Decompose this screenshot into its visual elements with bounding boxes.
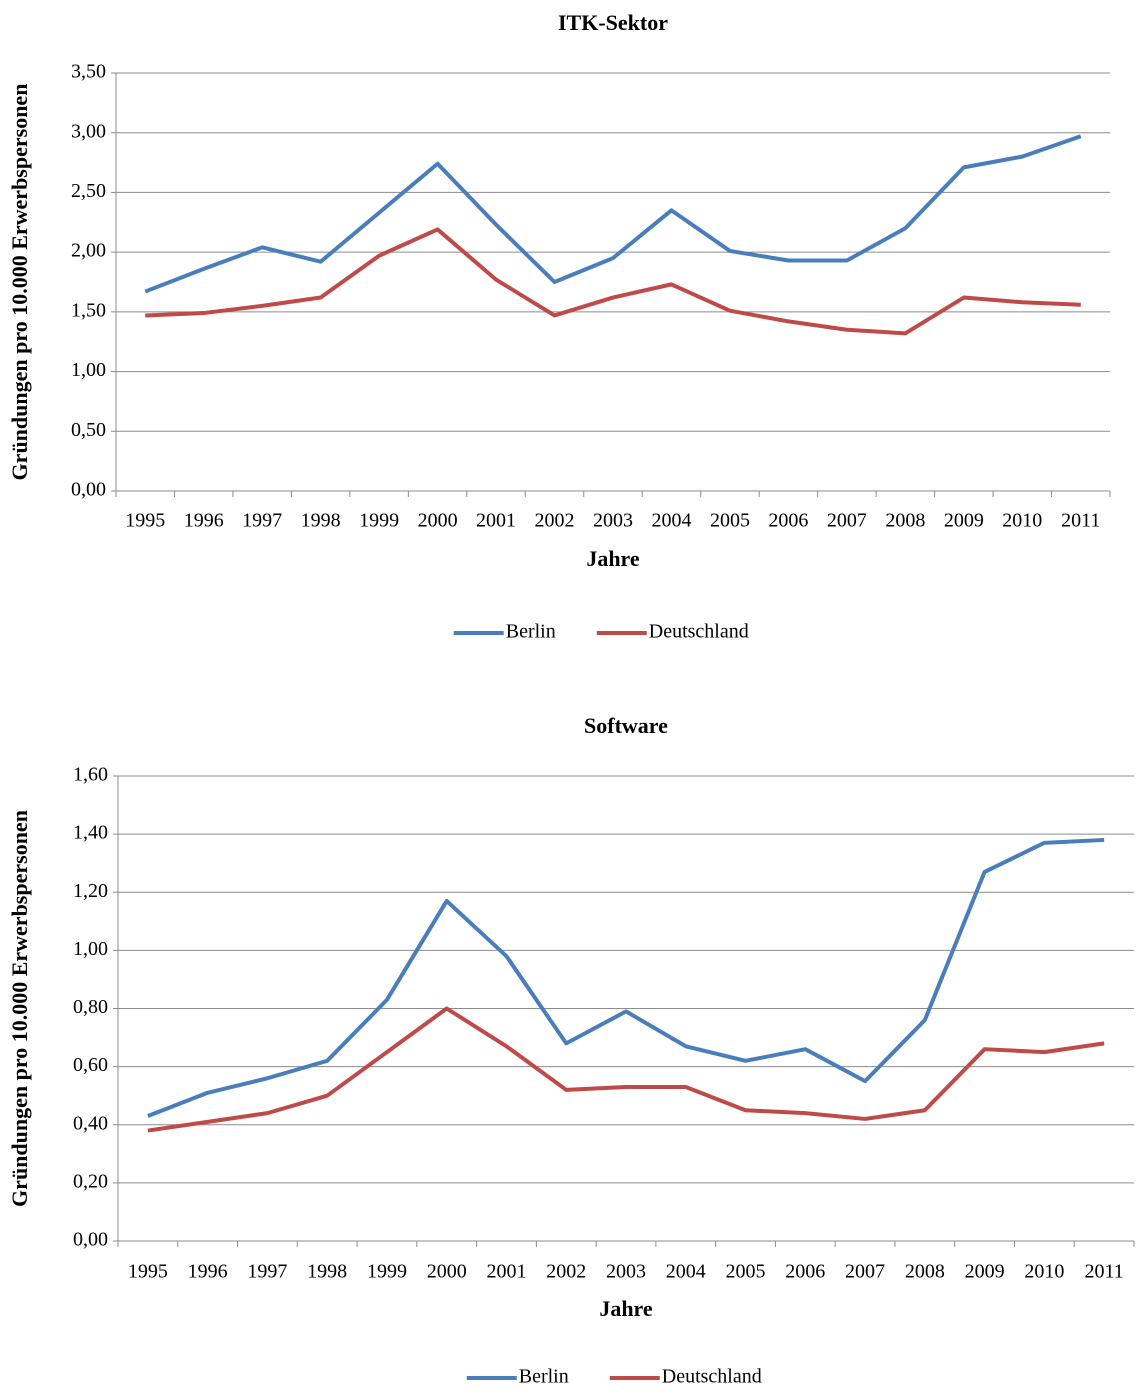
y-tick-label: 0,20 xyxy=(73,1170,108,1192)
legend-label: Deutschland xyxy=(662,1366,762,1388)
y-tick-label: 3,00 xyxy=(71,120,106,142)
y-tick-label: 1,20 xyxy=(73,880,108,902)
x-tick-label: 1999 xyxy=(359,510,399,532)
legend-label: Berlin xyxy=(506,621,556,643)
x-tick-label: 2010 xyxy=(1002,510,1042,532)
y-tick-label: 0,80 xyxy=(73,996,108,1018)
x-tick-label: 2005 xyxy=(710,510,750,532)
x-tick-label: 2000 xyxy=(427,1261,467,1283)
x-tick-label: 1996 xyxy=(184,510,224,532)
x-tick-label: 2009 xyxy=(965,1261,1005,1283)
line-series xyxy=(147,1006,1105,1133)
y-tick-label: 3,50 xyxy=(71,61,106,83)
x-tick-label: 2006 xyxy=(768,510,808,532)
x-tick-label: 2005 xyxy=(726,1261,766,1283)
legend-label: Deutschland xyxy=(649,621,749,643)
x-tick-label: 2008 xyxy=(905,1261,945,1283)
y-tick-label: 2,50 xyxy=(71,180,106,202)
y-tick-label: 0,00 xyxy=(71,479,106,501)
y-tick-label: 0,00 xyxy=(73,1229,108,1251)
line-series xyxy=(144,134,1082,294)
x-tick-label: 2007 xyxy=(845,1261,885,1283)
x-tick-label: 2001 xyxy=(486,1261,526,1283)
x-tick-label: 2002 xyxy=(535,510,575,532)
y-axis-label: Gründungen pro 10.000 Erwerbspersonen xyxy=(7,84,32,481)
y-tick-label: 0,60 xyxy=(73,1054,108,1076)
y-tick-label: 0,40 xyxy=(73,1112,108,1134)
y-tick-label: 1,00 xyxy=(73,938,108,960)
x-tick-label: 1995 xyxy=(125,510,165,532)
x-tick-label: 1997 xyxy=(247,1261,287,1283)
x-tick-label: 1999 xyxy=(367,1261,407,1283)
y-tick-label: 2,00 xyxy=(71,240,106,262)
x-tick-label: 1996 xyxy=(188,1261,228,1283)
y-tick-label: 1,00 xyxy=(71,359,106,381)
line-series xyxy=(145,227,1081,336)
x-tick-label: 2004 xyxy=(666,1261,706,1283)
y-tick-label: 1,40 xyxy=(73,822,108,844)
x-tick-label: 2006 xyxy=(785,1261,825,1283)
y-tick-label: 1,60 xyxy=(73,764,108,786)
x-tick-label: 2008 xyxy=(885,510,925,532)
x-tick-label: 1995 xyxy=(128,1261,168,1283)
x-tick-label: 1998 xyxy=(301,510,341,532)
x-tick-label: 2003 xyxy=(593,510,633,532)
y-tick-label: 1,50 xyxy=(71,299,106,321)
x-tick-label: 2002 xyxy=(546,1261,586,1283)
y-tick-label: 0,50 xyxy=(71,419,106,441)
x-tick-label: 2001 xyxy=(476,510,516,532)
x-tick-label: 2003 xyxy=(606,1261,646,1283)
x-tick-label: 2011 xyxy=(1084,1261,1123,1283)
x-tick-label: 2004 xyxy=(651,510,691,532)
x-axis-label: Jahre xyxy=(599,1296,653,1321)
x-tick-label: 2009 xyxy=(944,510,984,532)
y-axis-label: Gründungen pro 10.000 Erwerbspersonen xyxy=(7,810,32,1207)
x-axis-label: Jahre xyxy=(586,546,640,571)
x-tick-label: 2011 xyxy=(1061,510,1100,532)
line-series xyxy=(147,837,1105,1118)
x-tick-label: 2010 xyxy=(1024,1261,1064,1283)
chart-title: Software xyxy=(584,713,668,738)
legend-label: Berlin xyxy=(519,1366,569,1388)
x-tick-label: 1998 xyxy=(307,1261,347,1283)
chart-title: ITK-Sektor xyxy=(558,10,668,35)
x-tick-label: 2007 xyxy=(827,510,867,532)
x-tick-label: 1997 xyxy=(242,510,282,532)
x-tick-label: 2000 xyxy=(418,510,458,532)
